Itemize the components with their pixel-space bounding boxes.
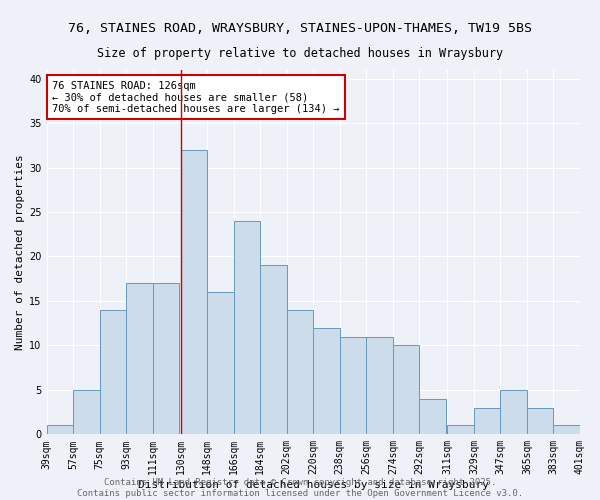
Bar [580,426,600,434]
Bar [73,390,100,434]
Bar [367,336,393,434]
Bar [474,408,500,434]
Bar [126,283,152,434]
Bar [47,426,73,434]
Bar [527,408,553,434]
Bar [419,399,446,434]
Text: Size of property relative to detached houses in Wraysbury: Size of property relative to detached ho… [97,46,503,60]
Bar [100,310,126,434]
Bar [181,150,207,434]
Bar [207,292,233,434]
Y-axis label: Number of detached properties: Number of detached properties [15,154,25,350]
Bar [260,266,287,434]
Bar [152,283,179,434]
Bar [340,336,367,434]
Bar [393,346,419,434]
Text: 76, STAINES ROAD, WRAYSBURY, STAINES-UPON-THAMES, TW19 5BS: 76, STAINES ROAD, WRAYSBURY, STAINES-UPO… [68,22,532,35]
Bar [500,390,527,434]
Text: Contains HM Land Registry data © Crown copyright and database right 2025.
Contai: Contains HM Land Registry data © Crown c… [77,478,523,498]
Bar [553,426,580,434]
Bar [287,310,313,434]
Bar [313,328,340,434]
Bar [233,221,260,434]
Text: 76 STAINES ROAD: 126sqm
← 30% of detached houses are smaller (58)
70% of semi-de: 76 STAINES ROAD: 126sqm ← 30% of detache… [52,80,340,114]
Bar [448,426,474,434]
X-axis label: Distribution of detached houses by size in Wraysbury: Distribution of detached houses by size … [138,480,489,490]
